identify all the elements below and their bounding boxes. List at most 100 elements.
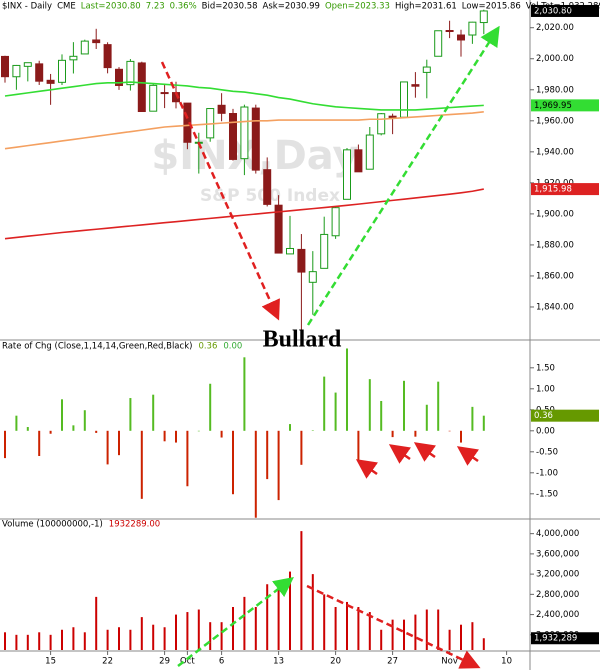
bar (300, 430, 303, 465)
bar (460, 430, 462, 443)
bar (106, 430, 109, 465)
candle-body (354, 149, 363, 173)
bar (391, 619, 394, 650)
candle-body (297, 248, 306, 273)
bar (460, 624, 462, 650)
candle-body (479, 10, 488, 24)
bar (254, 430, 257, 518)
candle-body (35, 63, 44, 82)
panel-title: Rate of Chg (Close,1,14,14,Green,Red,Bla… (2, 342, 192, 352)
bar (15, 415, 18, 431)
bar (448, 430, 451, 432)
candle-body (343, 149, 351, 200)
value-flag-label: 2,030.80 (534, 6, 572, 16)
y-tick-label: 1,980.00 (536, 85, 574, 95)
candle-body (320, 233, 329, 269)
candle-body (115, 68, 123, 86)
bar (425, 404, 428, 431)
candle-body (377, 113, 386, 135)
bar (346, 601, 348, 650)
candle-body (1, 55, 9, 78)
panel-title: Volume (100000000,-1) (2, 520, 103, 530)
bar (437, 381, 440, 431)
arrow (355, 459, 379, 479)
y-tick-label: 1,940.00 (536, 147, 574, 157)
header-text: Low=2015.86 (462, 2, 521, 12)
bar (220, 430, 223, 438)
arrow (306, 584, 481, 669)
arrow (456, 446, 480, 466)
bar (152, 394, 155, 431)
candle-body (457, 34, 465, 41)
y-tick-label: 0.00 (536, 426, 555, 436)
bar (391, 430, 394, 438)
bar (311, 430, 314, 431)
value-flag (531, 183, 599, 196)
candle-body (422, 66, 431, 73)
candle-body (308, 271, 317, 283)
moving-average-line (4, 188, 484, 240)
header-text: $INX - Daily (2, 2, 52, 12)
bar (72, 627, 75, 650)
candle-body (126, 60, 135, 86)
bar (152, 624, 155, 650)
y-tick-label: 1,860.00 (536, 271, 574, 281)
bar (334, 392, 337, 431)
y-tick-label: 1,960.00 (536, 116, 574, 126)
y-tick-label: 4,000,000 (536, 529, 579, 539)
candle-body (137, 62, 146, 113)
y-tick-label: 2,400,000 (536, 610, 579, 620)
bar (26, 427, 29, 431)
candle-body (468, 21, 477, 36)
candle-body (92, 39, 101, 44)
arrow (160, 61, 280, 321)
value-flag (531, 4, 599, 17)
bar (49, 634, 52, 650)
bar (357, 607, 360, 650)
y-tick-label: 3,600,000 (536, 549, 579, 559)
bar (425, 609, 428, 650)
header-text: 0.36% (170, 2, 197, 12)
candle-body (23, 62, 32, 67)
value-flag-label: 1,932,289 (534, 634, 577, 644)
bar (289, 424, 291, 431)
bar (140, 617, 143, 650)
panel-readout: 1932289.00 (109, 520, 160, 530)
bar (83, 632, 86, 650)
bar (95, 596, 98, 650)
candle-body (183, 102, 192, 143)
bar (471, 622, 474, 650)
arrow (177, 576, 294, 667)
bar (83, 410, 86, 431)
candle-body (160, 92, 169, 95)
bar (26, 634, 29, 650)
candle-body (103, 44, 112, 69)
candle-body (400, 81, 408, 118)
header-text: Ask=2030.99 (263, 2, 320, 12)
bar (334, 607, 337, 650)
bar (140, 430, 143, 499)
bar (38, 430, 41, 456)
y-tick-label: 3,200,000 (536, 570, 579, 580)
candle-body (445, 30, 454, 33)
bar (289, 571, 291, 650)
value-flag-label: 1,969.95 (534, 101, 572, 111)
bar (254, 607, 257, 650)
bar (243, 596, 246, 650)
arrow (413, 442, 437, 462)
value-flag (531, 99, 599, 112)
bar (72, 425, 75, 431)
annotation: Bullard (263, 327, 342, 353)
candle-body (217, 104, 226, 114)
bar (163, 430, 166, 442)
bar (448, 629, 451, 650)
bar (186, 430, 189, 487)
bar (129, 629, 132, 650)
bar (118, 627, 120, 650)
bar (403, 380, 405, 431)
x-tick-label: 10 (501, 657, 512, 667)
bar (209, 383, 212, 431)
bar (266, 584, 269, 650)
